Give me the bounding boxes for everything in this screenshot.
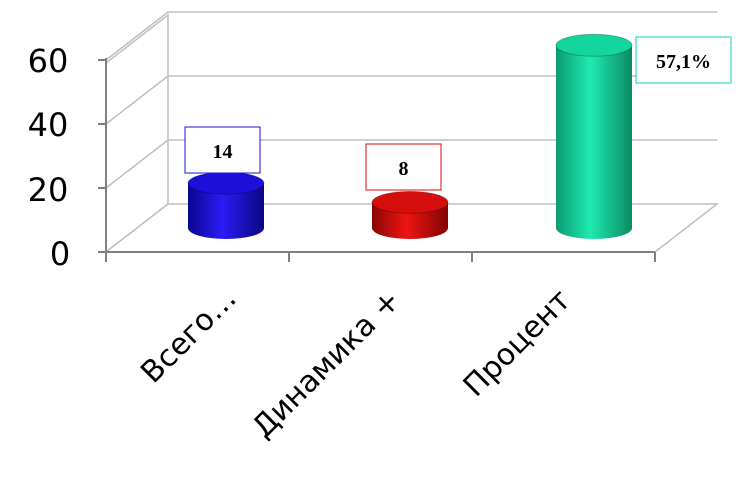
gridline-60	[105, 11, 717, 61]
bar-body-0	[188, 183, 264, 239]
y-tick-label-60: 60	[28, 42, 69, 80]
bar-top-1	[371, 190, 449, 214]
y-tick-marks	[98, 59, 106, 253]
data-label-box-2	[635, 36, 732, 84]
data-label-box-0	[184, 126, 261, 174]
gridlines	[105, 11, 717, 189]
y-tick-labels: 0 20 40 60	[28, 42, 71, 273]
bar-2	[555, 33, 633, 239]
y-tick-label-0: 0	[50, 235, 70, 273]
category-label-1: Динамика +	[246, 283, 408, 445]
bar-top-0	[187, 171, 265, 195]
data-label-2: 57,1%	[635, 36, 732, 84]
category-label-2: Процент	[457, 283, 578, 404]
data-label-text-1: 8	[399, 158, 409, 180]
data-label-box-1	[365, 143, 442, 191]
bar-top-2	[555, 33, 633, 57]
gridline-20	[105, 139, 717, 189]
data-label-text-0: 14	[213, 141, 233, 163]
data-label-text-2: 57,1%	[656, 51, 711, 73]
category-labels: Всего… Динамика + Процент	[134, 281, 577, 445]
bar-0	[187, 171, 265, 239]
y-tick-label-20: 20	[28, 171, 69, 209]
bars	[187, 33, 633, 239]
gridline-40	[105, 75, 717, 125]
data-labels: 14 8 57,1%	[184, 36, 732, 191]
data-label-1: 8	[365, 143, 442, 191]
x-tick-marks	[105, 252, 656, 262]
axes	[105, 58, 655, 253]
y-tick-label-40: 40	[28, 106, 69, 144]
data-label-0: 14	[184, 126, 261, 174]
category-label-0: Всего…	[134, 281, 243, 390]
bar-body-2	[556, 45, 632, 239]
bar-1	[371, 190, 449, 239]
